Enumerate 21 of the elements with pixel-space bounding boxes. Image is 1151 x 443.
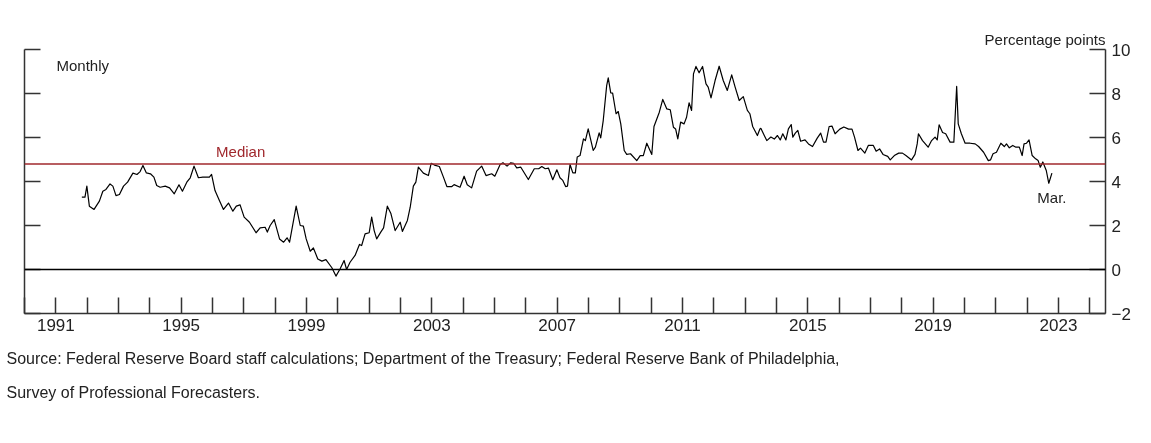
x-tick-label: 2019 xyxy=(914,315,953,335)
y-tick-label: 2 xyxy=(1111,216,1121,236)
y-tick-label: 10 xyxy=(1111,40,1131,60)
y-tick-label: 4 xyxy=(1111,172,1121,192)
source-note: Source: Federal Reserve Board staff calculations; Department of the Treasury; Federal Reserve Bank of Philadelphia, Survey of Professional Forecasters. xyxy=(6,349,840,401)
y-axis-title: Percentage points xyxy=(984,30,1106,48)
ref-line-label: Median xyxy=(216,142,266,160)
y-tick-label: 8 xyxy=(1111,84,1121,104)
annotation: Monthly xyxy=(56,56,110,74)
y-tick-label: 0 xyxy=(1111,260,1121,280)
x-tick-label: 1995 xyxy=(162,315,201,335)
x-tick-label: 2011 xyxy=(664,315,701,335)
x-tick-label: 1991 xyxy=(36,315,75,335)
y-tick-label: −2 xyxy=(1111,304,1131,324)
x-tick-label: 1999 xyxy=(287,315,326,335)
x-tick-label: 2007 xyxy=(538,315,577,335)
x-tick-label: 2003 xyxy=(412,315,451,335)
x-tick-label: 2015 xyxy=(788,315,827,335)
x-tick-label: 2023 xyxy=(1039,315,1078,335)
annotation: Mar. xyxy=(1037,189,1067,207)
y-tick-label: 6 xyxy=(1111,128,1121,148)
